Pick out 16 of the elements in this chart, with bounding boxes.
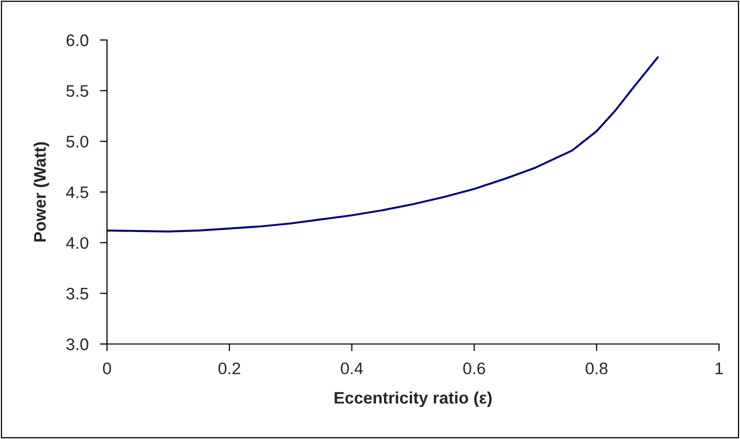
- x-tick-label: 0.8: [586, 362, 608, 374]
- y-tick-label: 3.0: [66, 338, 88, 350]
- y-tick-label: 5.5: [66, 85, 88, 97]
- x-tick-label: 0.6: [463, 362, 486, 374]
- y-tick-label: 6.0: [66, 34, 88, 46]
- line-series: [107, 56, 659, 232]
- x-tick-label: 0.2: [218, 362, 240, 374]
- x-tick-label: 1: [716, 362, 723, 374]
- x-axis-title: Eccentricity ratio (ε): [334, 391, 492, 408]
- y-tick-label: 3.5: [66, 288, 88, 300]
- y-tick-label: 5.0: [66, 136, 88, 148]
- y-axis-title: Power (Watt): [34, 142, 50, 242]
- x-tick-label: 0.4: [340, 362, 363, 374]
- y-tick-label: 4.5: [66, 186, 88, 198]
- x-tick-label: 0: [103, 362, 111, 374]
- y-tick-label: 4.0: [66, 237, 88, 249]
